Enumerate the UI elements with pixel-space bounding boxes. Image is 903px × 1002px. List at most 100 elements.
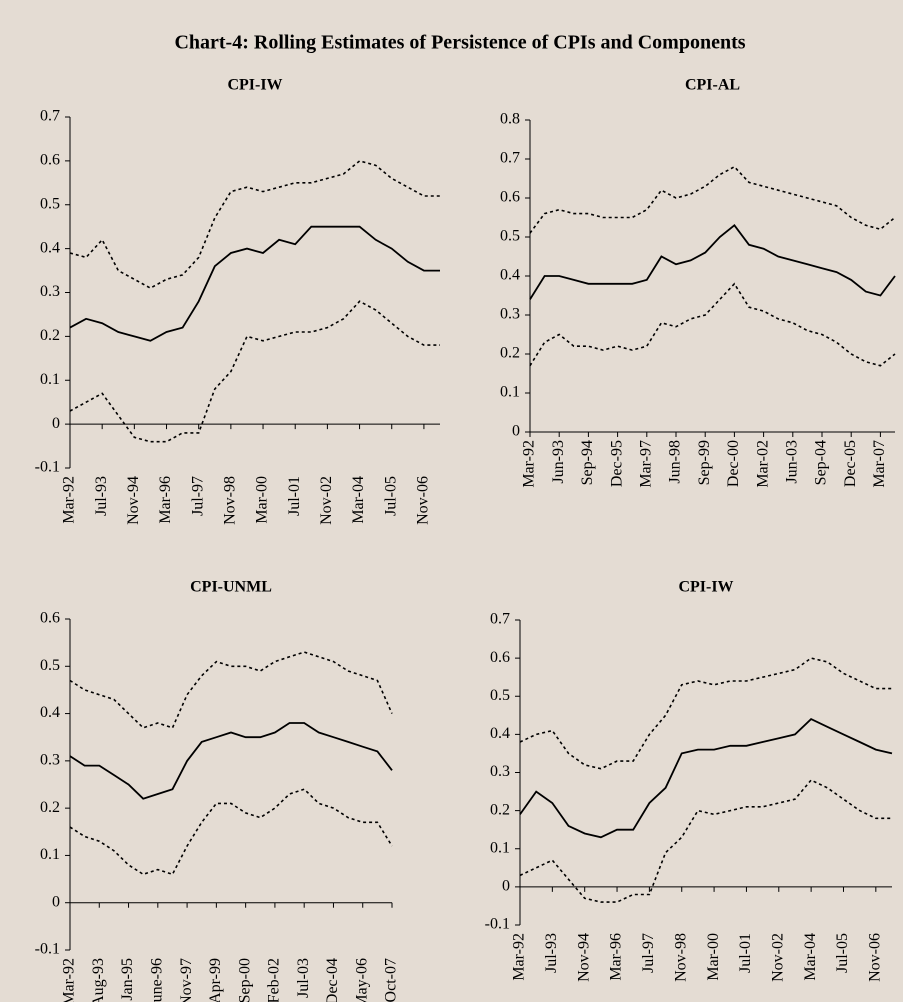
y-tick-label: 0.2 <box>490 801 510 818</box>
y-tick-label: 0.4 <box>40 239 60 256</box>
band-line <box>529 282 896 367</box>
x-tick-label: Mar-96 <box>608 933 625 981</box>
x-tick-label: Mar-00 <box>254 476 271 524</box>
y-tick-label: 0.3 <box>40 752 60 769</box>
band-line <box>69 160 440 290</box>
x-tick-label: June-96 <box>148 958 165 1002</box>
x-tick-label: Oct-07 <box>383 958 400 1002</box>
x-tick-label: Nov-02 <box>769 933 786 982</box>
chart-title: Chart-4: Rolling Estimates of Persistenc… <box>174 32 745 54</box>
x-tick-label: Dec-95 <box>608 440 625 487</box>
y-tick-label: 0.1 <box>500 384 520 401</box>
x-tick-label: Nov-98 <box>222 476 239 525</box>
y-tick-label: 0.1 <box>490 839 510 856</box>
y-tick-label: 0.8 <box>500 111 520 128</box>
y-tick-label: 0 <box>512 423 520 440</box>
x-tick-label: Jul-97 <box>640 933 657 973</box>
x-tick-label: Nov-06 <box>415 476 432 525</box>
x-tick-label: Jul-05 <box>382 476 399 516</box>
y-tick-label: 0 <box>52 415 60 432</box>
y-tick-label: 0.5 <box>490 687 510 704</box>
y-tick-label: 0.2 <box>40 799 60 816</box>
x-tick-label: Mar-96 <box>157 476 174 524</box>
y-tick-label: -0.1 <box>485 916 510 933</box>
x-tick-label: Mar-04 <box>802 933 819 981</box>
x-tick-label: Jul-93 <box>93 476 110 516</box>
y-tick-label: 0.3 <box>500 306 520 323</box>
y-tick-label: 0.4 <box>40 704 60 721</box>
band-line <box>69 651 393 729</box>
y-tick-label: -0.1 <box>35 459 60 476</box>
x-tick-label: Dec-05 <box>842 440 859 487</box>
x-tick-label: Jul-03 <box>295 958 312 998</box>
y-tick-label: 0 <box>502 878 510 895</box>
x-tick-label: Mar-92 <box>511 933 528 981</box>
y-tick-label: 0.3 <box>490 763 510 780</box>
x-tick-label: Dec-04 <box>324 958 341 1002</box>
y-tick-label: 0.5 <box>500 228 520 245</box>
y-tick-label: 0.6 <box>500 189 520 206</box>
y-tick-label: 0.2 <box>40 327 60 344</box>
x-tick-label: Mar-00 <box>705 933 722 981</box>
y-tick-label: 0.4 <box>490 725 510 742</box>
x-tick-label: Jun-93 <box>550 440 567 484</box>
x-tick-label: Jul-01 <box>286 476 303 516</box>
x-tick-label: Jul-93 <box>543 933 560 973</box>
x-tick-label: Nov-97 <box>178 958 195 1002</box>
y-tick-label: 0.7 <box>40 108 60 125</box>
y-tick-label: 0 <box>52 893 60 910</box>
x-tick-label: Jul-97 <box>189 476 206 516</box>
band-line <box>519 779 892 903</box>
subplot-title: CPI-IW <box>678 579 733 596</box>
x-tick-label: Mar-92 <box>521 440 538 488</box>
estimate-line <box>69 722 393 800</box>
x-tick-label: Mar-92 <box>61 958 78 1002</box>
y-tick-label: 0.1 <box>40 846 60 863</box>
x-tick-label: Aug-93 <box>90 958 107 1002</box>
x-tick-label: Jun-03 <box>783 440 800 484</box>
estimate-line <box>69 225 440 342</box>
y-tick-label: -0.1 <box>35 941 60 958</box>
band-line <box>529 165 896 234</box>
x-tick-label: Jun-98 <box>667 440 684 484</box>
x-tick-label: Jul-05 <box>834 933 851 973</box>
x-tick-label: May-06 <box>353 958 370 1002</box>
y-tick-label: 0.2 <box>500 345 520 362</box>
y-tick-label: 0.6 <box>40 152 60 169</box>
x-tick-label: Sep-04 <box>813 440 830 485</box>
band-line <box>69 788 393 876</box>
estimate-line <box>529 224 896 300</box>
x-tick-label: Nov-02 <box>318 476 335 525</box>
x-tick-label: Nov-98 <box>672 933 689 982</box>
y-tick-label: 0.1 <box>40 371 60 388</box>
x-tick-label: Dec-00 <box>725 440 742 487</box>
subplot-title: CPI-UNML <box>190 579 272 596</box>
band-line <box>69 300 440 443</box>
x-tick-label: Mar-07 <box>871 440 888 488</box>
y-tick-label: 0.7 <box>490 611 510 628</box>
x-tick-label: Nov-94 <box>125 476 142 525</box>
x-tick-label: Mar-04 <box>350 476 367 524</box>
y-tick-label: 0.3 <box>40 283 60 300</box>
y-tick-label: 0.6 <box>490 649 510 666</box>
subplot-title: CPI-IW <box>227 77 282 94</box>
x-tick-label: Feb-02 <box>266 958 283 1002</box>
x-tick-label: Nov-06 <box>866 933 883 982</box>
x-tick-label: Mar-02 <box>754 440 771 488</box>
x-tick-label: Sep-00 <box>236 958 253 1002</box>
x-tick-label: Jul-01 <box>737 933 754 973</box>
x-tick-label: Sep-94 <box>579 440 596 485</box>
estimate-line <box>519 718 893 839</box>
band-line <box>519 657 892 770</box>
x-tick-label: Mar-97 <box>637 440 654 488</box>
y-tick-label: 0.6 <box>40 610 60 627</box>
x-tick-label: Mar-92 <box>61 476 78 524</box>
x-tick-label: Jan-95 <box>119 958 136 1001</box>
subplot-title: CPI-AL <box>685 77 740 94</box>
y-tick-label: 0.7 <box>500 150 520 167</box>
x-tick-label: Apr-99 <box>207 958 224 1002</box>
y-tick-label: 0.5 <box>40 195 60 212</box>
